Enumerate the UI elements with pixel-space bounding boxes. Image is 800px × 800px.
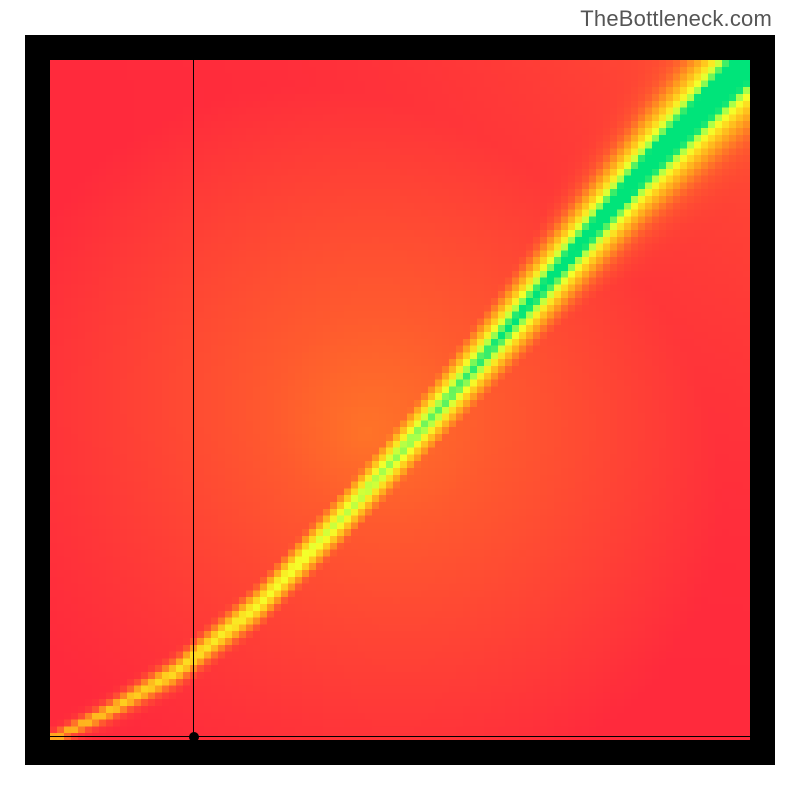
crosshair-vertical — [193, 60, 194, 740]
crosshair-horizontal — [50, 736, 750, 737]
bottleneck-heatmap — [50, 60, 750, 740]
plot-frame-top — [25, 35, 775, 60]
watermark-text: TheBottleneck.com — [580, 6, 772, 32]
chart-container: TheBottleneck.com — [0, 0, 800, 800]
plot-frame-right — [750, 35, 775, 765]
plot-frame-left — [25, 35, 50, 765]
crosshair-marker — [189, 732, 199, 742]
plot-frame-bottom — [25, 740, 775, 765]
